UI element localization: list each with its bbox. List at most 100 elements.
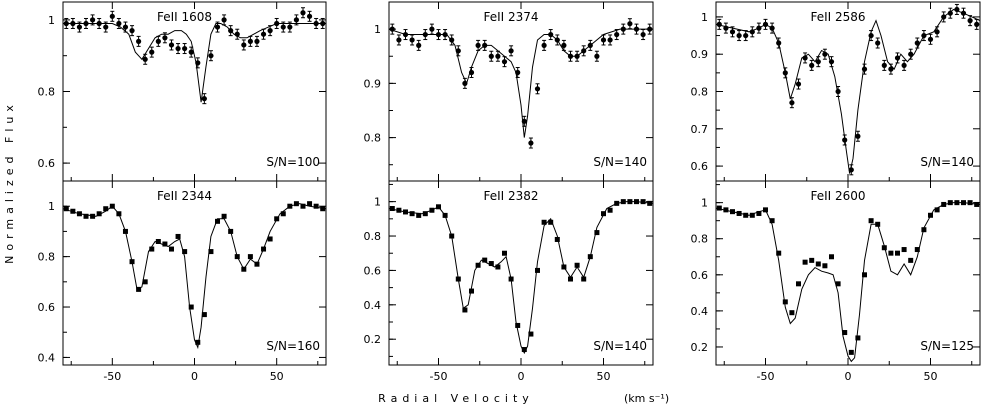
data-point <box>568 276 573 282</box>
data-point <box>201 312 207 318</box>
data-point <box>947 200 953 206</box>
panel-4: 0.4 0.6 0.8 1 -50 0 50 FeII 2344 S/N=160 <box>38 180 327 383</box>
data-point <box>300 10 306 16</box>
y-tick-label: 0.6 <box>691 160 709 173</box>
data-point <box>749 212 755 218</box>
data-point <box>534 86 541 92</box>
panel-5: 0.2 0.4 0.6 0.8 1 -50 0 50 FeII 2382 S/N=140 <box>364 180 654 383</box>
data-point <box>908 257 914 263</box>
data-point <box>502 250 507 256</box>
data-point <box>796 281 801 287</box>
data-point <box>495 264 501 270</box>
data-point <box>109 13 115 19</box>
data-point <box>188 49 194 55</box>
data-point <box>313 203 319 209</box>
data-point <box>76 24 83 30</box>
data-point <box>868 218 874 224</box>
data-point <box>716 205 722 211</box>
model-fit-line <box>715 202 981 363</box>
y-tick-label: 1 <box>48 200 55 213</box>
y-tick-label: 1 <box>701 11 708 24</box>
x-tick-label: -50 <box>757 370 775 383</box>
data-point <box>260 31 267 37</box>
data-point <box>601 211 606 217</box>
data-point <box>221 17 227 23</box>
data-point <box>947 10 953 16</box>
data-point <box>416 212 422 218</box>
data-point <box>306 13 313 19</box>
data-point <box>142 56 148 62</box>
data-point <box>409 37 415 43</box>
data-point <box>561 42 567 48</box>
y-axis-title: Normalized Flux <box>3 100 16 264</box>
y-tick-label: 0.4 <box>691 305 709 318</box>
data-point <box>293 201 299 207</box>
data-point <box>862 272 867 278</box>
data-point <box>528 331 534 337</box>
panel-1: 0.6 0.8 1 FeII 1608 S/N=100 <box>38 1 327 182</box>
model-fit-line <box>388 28 653 138</box>
data-point <box>802 259 808 265</box>
data-point <box>149 49 155 55</box>
data-point <box>614 31 620 38</box>
data-point <box>640 31 646 38</box>
data-point <box>396 37 402 43</box>
data-point <box>221 213 227 219</box>
data-point <box>142 279 148 285</box>
data-point <box>508 48 514 54</box>
data-point <box>215 218 221 224</box>
snr-label: S/N=160 <box>266 339 320 353</box>
data-point <box>136 286 142 292</box>
data-point <box>280 24 286 30</box>
y-tick-label: 0.8 <box>364 132 382 145</box>
y-tick-label: 0.6 <box>691 269 709 282</box>
data-point <box>475 42 481 48</box>
transition-label: FeII 2600 <box>810 189 865 203</box>
y-tick-label: 0.8 <box>364 230 382 243</box>
data-point <box>934 207 940 213</box>
data-point <box>815 59 821 65</box>
y-tick-label: 0.8 <box>38 251 56 264</box>
snr-label: S/N=100 <box>266 155 320 169</box>
x-axis-unit: (km s⁻¹) <box>624 392 669 405</box>
x-tick-label: 50 <box>597 370 611 383</box>
data-point <box>416 42 422 48</box>
data-point <box>620 199 626 205</box>
data-point <box>541 219 547 225</box>
data-point <box>96 211 102 217</box>
data-point <box>307 201 313 207</box>
data-point <box>422 211 428 217</box>
data-point <box>743 212 749 218</box>
data-point <box>789 310 795 316</box>
x-tick-label: 0 <box>845 370 852 383</box>
data-point <box>300 203 306 209</box>
x-tick-label: 50 <box>924 370 938 383</box>
data-point <box>175 45 181 52</box>
data-point <box>594 53 600 59</box>
data-point <box>967 18 973 24</box>
data-point <box>208 249 214 255</box>
data-point <box>162 241 168 247</box>
data-point <box>901 247 907 253</box>
data-point <box>182 249 188 255</box>
data-point <box>515 322 521 328</box>
data-point <box>247 254 253 260</box>
data-point <box>175 233 181 239</box>
y-tick-label: 0.2 <box>691 341 709 354</box>
data-point <box>594 230 600 236</box>
snr-label: S/N=140 <box>593 339 647 353</box>
data-point <box>63 206 69 212</box>
data-point <box>254 38 260 44</box>
data-point <box>129 28 135 34</box>
panel-grid: 0.6 0.8 1 FeII 1608 S/N=100 0.8 0.9 1 FeII 2374 S… <box>38 1 981 383</box>
data-point <box>842 330 848 336</box>
y-tick-label: 0.6 <box>38 157 56 170</box>
data-point <box>627 21 633 27</box>
x-tick-label: -50 <box>430 370 448 383</box>
y-tick-label: 0.4 <box>38 351 56 364</box>
y-tick-label: 0.8 <box>38 86 56 99</box>
data-point <box>201 96 207 102</box>
y-tick-label: 1 <box>374 196 381 209</box>
data-point <box>835 281 841 287</box>
data-point <box>914 40 920 46</box>
